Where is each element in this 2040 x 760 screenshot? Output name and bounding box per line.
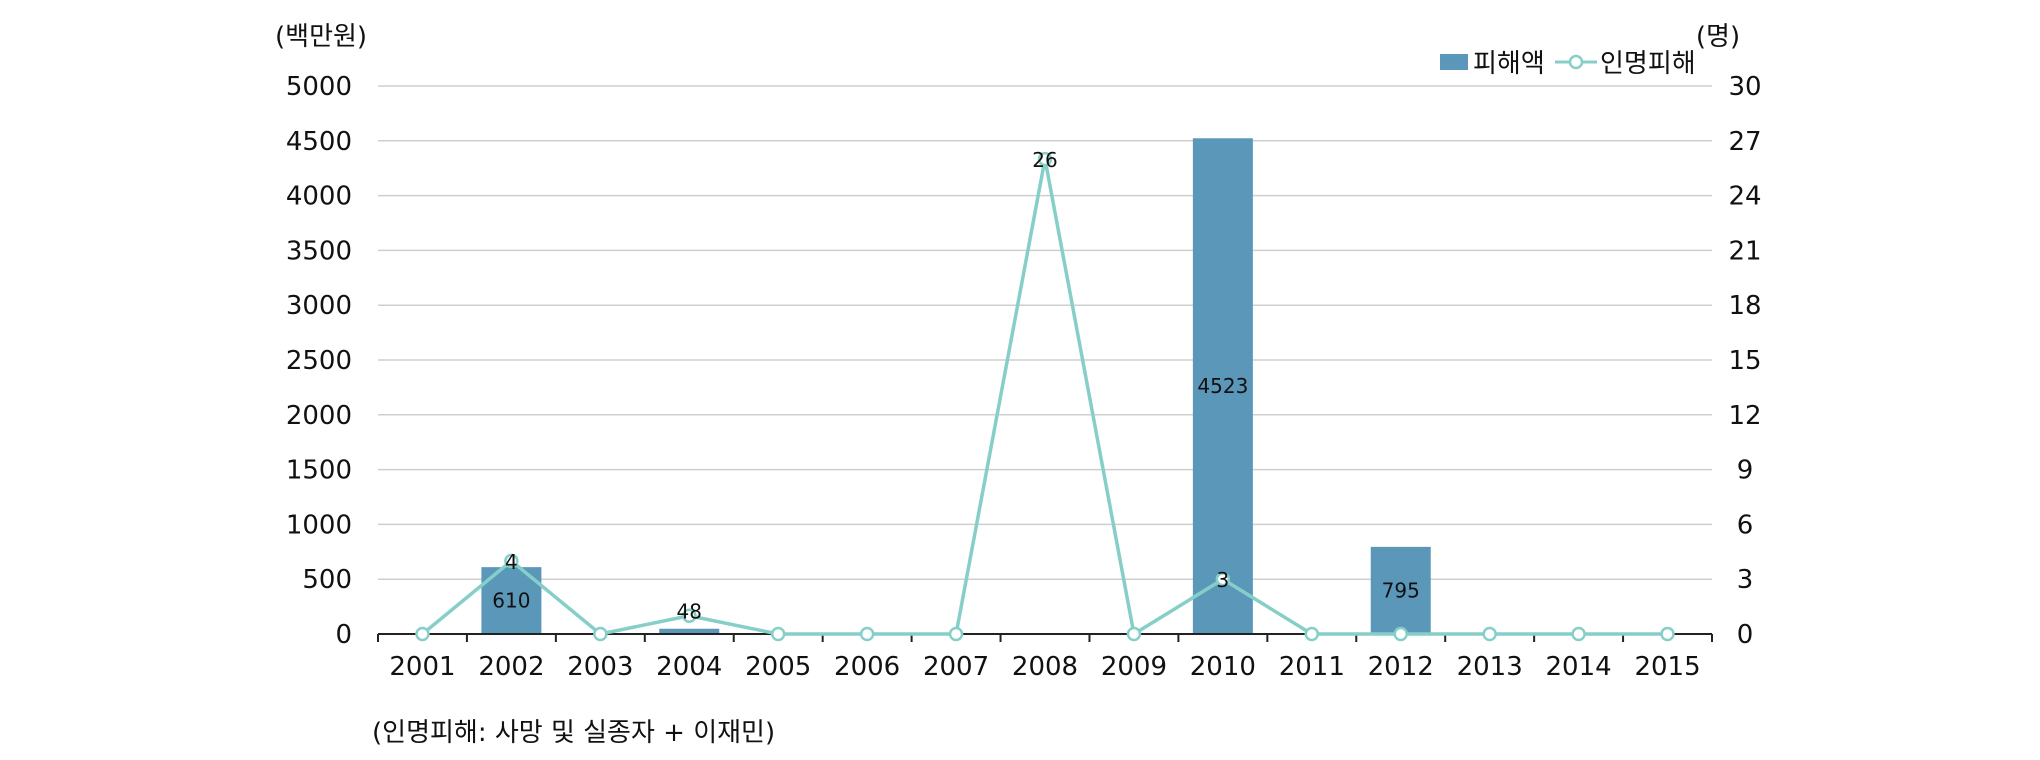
left-tick-label: 4500 [286,127,352,157]
data-label: 26 [1032,148,1057,172]
legend: 피해액 인명피해 [1440,49,1696,79]
line-marker [1304,626,1320,642]
bar [1370,546,1431,634]
x-tick-label: 2002 [478,652,544,682]
left-tick-label: 5000 [286,72,352,102]
right-tick-label: 18 [1728,291,1761,321]
line-marker [415,626,430,642]
x-tick-label: 2001 [389,652,455,682]
data-labels: 610 48 4523 795 4 26 3 [492,148,1420,624]
left-tick-label: 3000 [286,291,352,321]
x-tick-label: 2006 [834,652,900,682]
line-marker [504,553,519,569]
footnote: (인명피해: 사망 및 실종자 + 이재민) [372,718,776,748]
legend-line-marker [1568,54,1584,70]
line-marker [1571,626,1586,642]
right-tick-label: 30 [1728,72,1761,102]
line-marker [770,626,786,642]
right-tick-label: 15 [1728,346,1761,376]
x-tick-label: 2011 [1279,652,1345,682]
left-tick-label: 4000 [286,182,352,212]
line-marker [1037,151,1053,167]
data-label: 3 [1216,568,1229,592]
right-tick-label: 27 [1728,127,1761,157]
left-tick-label: 1500 [286,456,352,486]
right-axis-unit: (명) [1696,22,1740,52]
right-tick-label: 6 [1737,510,1754,540]
line-marker [593,626,608,642]
line-marker [1393,626,1408,642]
line-marker [859,626,875,642]
line-marker [1660,626,1675,642]
right-tick-label: 21 [1728,236,1761,266]
line-series [415,151,1675,642]
data-label: 4 [505,550,518,574]
right-tick-label: 9 [1737,456,1754,486]
x-tick-label: 2015 [1634,652,1700,682]
x-tick-label: 2004 [656,652,722,682]
line-marker [948,626,964,642]
left-tick-label: 2000 [286,401,352,431]
x-tick-label: 2013 [1457,652,1523,682]
left-tick-label: 1000 [286,510,352,540]
right-tick-label: 12 [1728,401,1761,431]
data-label: 610 [492,589,530,613]
right-tick-label: 0 [1737,620,1754,650]
bar [659,628,720,634]
line-marker [1126,626,1142,642]
data-label: 4523 [1197,374,1248,398]
x-tick-label: 2012 [1368,652,1434,682]
x-tick-label: 2007 [923,652,989,682]
legend-bar-label: 피해액 [1473,49,1545,79]
line-marker [1215,571,1231,587]
x-tick-label: 2014 [1546,652,1612,682]
legend-bar-swatch [1440,54,1468,70]
line-marker [682,608,697,623]
line-marker [1482,626,1497,642]
legend-line-label: 인명피해 [1600,49,1696,79]
bar-series [481,138,1431,634]
tick-labels: 0 500 1000 1500 2000 2500 3000 3500 4000 4500 5000… [286,72,1762,682]
x-tick-label: 2005 [745,652,811,682]
right-tick-label: 3 [1737,565,1754,595]
x-tick-label: 2009 [1101,652,1167,682]
line-path [421,157,1668,636]
left-tick-label: 500 [302,565,352,595]
left-tick-label: 3500 [286,236,352,266]
left-tick-label: 0 [335,620,352,650]
bar [1192,138,1253,634]
data-label: 48 [677,600,702,624]
data-label: 795 [1382,578,1420,602]
x-tick-label: 2003 [567,652,633,682]
left-axis-unit: (백만원) [275,22,367,52]
x-tick-label: 2010 [1190,652,1256,682]
left-tick-label: 2500 [286,346,352,376]
gridlines [378,85,1712,580]
right-tick-label: 24 [1728,182,1761,212]
x-tick-label: 2008 [1012,652,1078,682]
